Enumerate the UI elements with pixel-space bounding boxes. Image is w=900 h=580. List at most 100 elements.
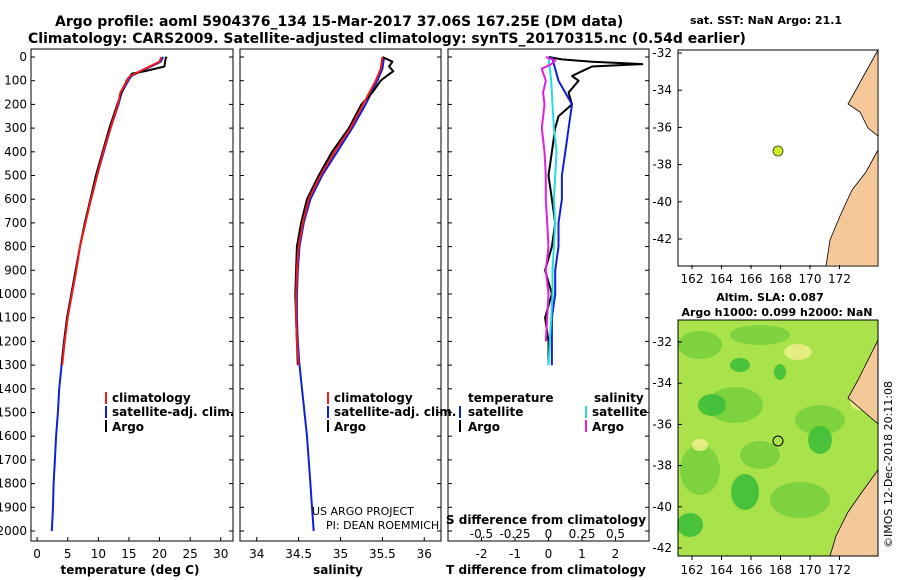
lon-tick-label: 170 [799,563,822,577]
title-line-1: Argo profile: aoml 5904376_134 15-Mar-20… [55,14,623,30]
x-tick-label: 35 [333,547,348,561]
depth-tick-label: 100 [4,74,27,88]
depth-tick-label: 800 [4,240,27,254]
sst-map-title: sat. SST: NaN Argo: 21.1 [690,14,842,27]
depth-tick-label: 300 [4,121,27,135]
imos-credit: ©IMOS 12-Dec-2018 20:11:08 [882,381,895,548]
legend-label-satellite: satellite-adj. clim. [112,405,234,419]
depth-tick-label: 1100 [0,311,27,325]
lat-tick-label: -32 [652,335,672,349]
temperature-legend: climatology satellite-adj. clim. Argo [105,391,234,434]
x-tick-label: 0 [545,547,553,561]
depth-tick-label: 1900 [0,500,27,514]
depth-tick-label: 2000 [0,524,27,538]
salinity-legend: climatology satellite-adj. clim. Argo [327,391,456,434]
project-credit: US ARGO PROJECT [312,505,414,518]
sst-map [677,48,879,267]
series-s-satellite [547,56,558,366]
series-argo [294,56,395,366]
depth-tick-label: 1600 [0,429,27,443]
depth-tick-label: 500 [4,169,27,183]
sst-lat-ticks: -32 -34 -36 -38 -40 -42 [652,46,682,246]
lat-tick-label: -40 [652,195,672,209]
title-line-2: Climatology: CARS2009. Satellite-adjuste… [28,31,746,47]
x-tick-label: 0.5 [606,527,625,541]
depth-tick-label: 1800 [0,477,27,491]
depth-tick-label: 1500 [0,406,27,420]
series-climatology [295,56,384,366]
sla-lon-ticks: 162 164 166 168 170 172 [681,556,851,577]
x-tick-label: -0.25 [499,527,530,541]
depth-tick-label: 900 [4,263,27,277]
legend-title-salinity: salinity [594,391,644,405]
temperature-panel [30,48,234,542]
x-tick-label: 0 [545,527,553,541]
salinity-panel [239,48,442,542]
legend-label-t-argo: Argo [468,420,500,434]
x-tick-label: 36 [417,547,432,561]
south-island-land [825,149,879,267]
x-tick-label: 10 [91,547,106,561]
series-s-argo [540,56,557,342]
legend-label-climatology: climatology [334,391,413,405]
x-tick-label: 2 [612,547,620,561]
lon-tick-label: 164 [710,563,733,577]
series-t-argo [544,56,644,366]
x-tick-label: 15 [121,547,136,561]
lat-tick-label: -34 [652,83,672,97]
north-island-land [847,48,879,137]
lat-tick-label: -34 [652,376,672,390]
legend-title-temperature: temperature [468,391,553,405]
salinity-xlabel: salinity [313,563,363,577]
x-tick-label: 5 [64,547,72,561]
x-tick-label: 1 [578,547,586,561]
x-tick-label: 25 [183,547,198,561]
depth-tick-label: 1000 [0,287,27,301]
x-tick-label: -0.5 [470,527,493,541]
sst-lon-ticks: 162 164 166 168 170 172 [681,265,851,286]
salinity-x-ticks: 34 34.5 35 35.5 36 [249,537,432,561]
depth-tick-label: 1700 [0,453,27,467]
lon-tick-label: 162 [681,272,704,286]
x-tick-label: 34 [249,547,264,561]
lat-tick-label: -36 [652,120,672,134]
south-island-land [829,469,878,556]
legend-label-argo: Argo [334,420,366,434]
lon-tick-label: 170 [799,272,822,286]
depth-tick-label: 600 [4,192,27,206]
temperature-x-ticks: 0 5 10 15 20 25 30 [33,537,228,561]
sla-map-title-1: Altim. SLA: 0.087 [716,291,823,304]
legend-label-climatology: climatology [112,391,191,405]
series-climatology [61,56,163,366]
lon-tick-label: 168 [769,563,792,577]
lat-tick-label: -42 [652,541,672,555]
lon-tick-label: 172 [828,563,851,577]
lat-tick-label: -38 [652,459,672,473]
north-island-land [847,339,878,425]
depth-axis: 0 100 200 300 400 500 600 700 800 900 1000 1100 1200… [0,50,649,538]
x-tick-label: 0 [33,547,41,561]
depth-tick-label: 1200 [0,334,27,348]
x-tick-label: 34.5 [285,547,312,561]
depth-tick-label: 1300 [0,358,27,372]
x-tick-label: -1 [509,547,521,561]
legend-label-s-satellite: satellite [592,405,647,419]
difference-legend: temperature satellite Argo salinity sate… [459,391,647,434]
series-t-satellite [550,56,573,366]
s-difference-xlabel: S difference from climatology [446,513,646,527]
lat-tick-label: -42 [652,232,672,246]
legend-label-s-argo: Argo [592,420,624,434]
lon-tick-label: 168 [769,272,792,286]
lon-tick-label: 162 [681,563,704,577]
series-satellite-adj.-clim. [295,56,386,532]
series-argo [60,56,168,366]
depth-tick-label: 0 [19,50,27,64]
sla-lat-ticks: -32 -34 -36 -38 -40 -42 [652,335,682,555]
depth-tick-label: 1400 [0,382,27,396]
x-tick-label: -2 [476,547,488,561]
lon-tick-label: 166 [740,563,763,577]
pi-credit: PI: DEAN ROEMMICH [326,519,439,532]
lon-tick-label: 166 [740,272,763,286]
depth-tick-label: 700 [4,216,27,230]
